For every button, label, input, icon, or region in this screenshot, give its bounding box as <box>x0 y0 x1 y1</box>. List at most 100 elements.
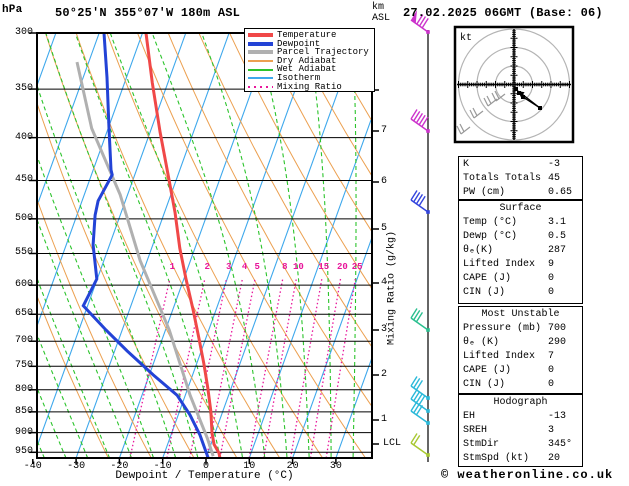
mixing-ratio-value-label: 4 <box>241 262 248 272</box>
legend-dotted-line <box>248 85 273 88</box>
legend-line-sample <box>248 68 273 71</box>
legend-item: Dewpoint <box>248 38 374 49</box>
table-row-label: θₑ (K) <box>463 337 500 348</box>
table-row-label: CAPE (J) <box>463 273 512 284</box>
table-row-label: Lifted Index <box>463 351 536 362</box>
mixing-ratio-value-label: 2 <box>204 262 210 272</box>
table-row: CAPE (J) 0 <box>459 272 582 286</box>
pressure-tick-label: 700 <box>14 335 33 347</box>
stats-table-hodograph-stats: Hodograph EH -13 SREH 3 StmDir 345° StmSpd (kt)… <box>458 394 583 467</box>
table-row: θₑ (K) 290 <box>459 336 582 350</box>
pressure-tick-label: 600 <box>14 279 33 291</box>
table-section-header: Surface <box>499 203 542 214</box>
mixing-ratio-value-label: 8 <box>282 262 288 272</box>
mixing-ratio-value-label: 5 <box>254 262 260 272</box>
table-row-value: 0 <box>548 273 555 284</box>
wind-barb <box>410 433 430 457</box>
table-row-label: CIN (J) <box>463 379 506 390</box>
table-row: CAPE (J) 0 <box>459 364 582 378</box>
datetime-header: 27.02.2025 06GMT (Base: 06) <box>403 6 603 20</box>
legend-item-label: Dewpoint <box>277 38 321 49</box>
wind-barb <box>410 10 430 34</box>
km-tick-label: 1 <box>381 414 388 425</box>
table-row: Totals Totals 45 <box>459 172 582 186</box>
mixing-ratio-value-label: 1 <box>169 262 175 272</box>
pressure-tick-label: 800 <box>14 383 33 395</box>
table-row-value: 3 <box>548 425 555 436</box>
legend-item-label: Dry Adiabat <box>277 55 337 66</box>
stats-table-indices: K -3 Totals Totals 45 PW (cm) 0.65 <box>458 156 583 200</box>
table-row-label: CAPE (J) <box>463 365 512 376</box>
mixing-ratio-value-label: 20 <box>337 262 348 272</box>
parcel-trajectory-curve <box>75 61 215 457</box>
table-row-label: StmDir <box>463 439 500 450</box>
stats-table-surface: Surface Temp (°C) 3.1 Dewp (°C) 0.5 θₑ(K) 287 L… <box>458 200 583 304</box>
table-row-label: StmSpd (kt) <box>463 453 530 464</box>
temp-tick-label: 20 <box>286 461 299 472</box>
lcl-label: LCL <box>383 438 402 449</box>
km-tick-label: 4 <box>381 277 388 288</box>
temperature-axis-label: Dewpoint / Temperature (°C) <box>115 470 294 482</box>
table-row-value: 0 <box>548 287 555 298</box>
temp-tick-label: 10 <box>243 461 256 472</box>
temp-tick-label: -20 <box>110 461 129 472</box>
pressure-tick-label: 500 <box>14 212 33 224</box>
hodograph-gray-barb <box>456 123 471 135</box>
legend-item: Parcel Trajectory <box>248 48 374 57</box>
copyright-footer: © weatheronline.co.uk <box>441 468 614 482</box>
table-row-label: K <box>463 159 470 170</box>
table-row: K -3 <box>459 158 582 172</box>
table-row: Dewp (°C) 0.5 <box>459 230 582 244</box>
stats-table-most-unstable: Most Unstable Pressure (mb) 700 θₑ (K) 290 Li… <box>458 306 583 394</box>
legend-item: Mixing Ratio <box>248 81 374 92</box>
table-row: Lifted Index 9 <box>459 258 582 272</box>
table-row-value: 0.5 <box>548 231 567 242</box>
table-row-label: EH <box>463 411 476 422</box>
wet-adiabats <box>37 33 357 458</box>
temp-tick-label: 30 <box>329 461 342 472</box>
table-row-value: 20 <box>548 453 561 464</box>
pressure-gridlines <box>37 88 372 453</box>
table-row-label: Dewp (°C) <box>463 231 518 242</box>
table-row-label: Temp (°C) <box>463 217 518 228</box>
pressure-unit-label: hPa <box>2 4 23 16</box>
legend-line-sample <box>248 77 273 80</box>
legend-item-label: Isotherm <box>277 72 321 83</box>
table-section-header: Most Unstable <box>481 309 560 320</box>
temp-tick-label: -30 <box>67 461 86 472</box>
table-row: EH -13 <box>459 410 582 424</box>
km-tick-label: 7 <box>381 125 388 136</box>
table-row: Lifted Index 7 <box>459 350 582 364</box>
hodograph-gray-barb <box>491 90 506 102</box>
pressure-tick-label: 850 <box>14 405 33 417</box>
table-row-value: 700 <box>548 323 567 334</box>
dewpoint-curve <box>81 33 210 458</box>
station-header: 50°25'N 355°07'W 180m ASL <box>55 6 241 20</box>
wind-barb <box>410 401 430 425</box>
pressure-tick-label: 950 <box>14 446 33 458</box>
legend-item: Temperature <box>248 31 374 40</box>
legend-item: Dry Adiabat <box>248 55 374 66</box>
table-row: CIN (J) 0 <box>459 378 582 392</box>
table-row-label: Pressure (mb) <box>463 323 542 334</box>
table-row-value: 0 <box>548 379 555 390</box>
pressure-tick-label: 450 <box>14 174 33 186</box>
temp-tick-label: -40 <box>23 461 42 472</box>
table-row-value: 7 <box>548 351 555 362</box>
altitude-unit-label: km ASL <box>372 2 391 24</box>
table-row-value: -3 <box>548 159 561 170</box>
km-tick-label: 2 <box>381 369 388 380</box>
legend-item-label: Wet Adiabat <box>277 64 337 75</box>
table-row-label: Lifted Index <box>463 259 536 270</box>
pressure-tick-label: 750 <box>14 360 33 372</box>
table-row: Temp (°C) 3.1 <box>459 216 582 230</box>
mixing-ratio-value-label: 10 <box>292 262 304 272</box>
km-tick-label: 3 <box>381 324 388 335</box>
hodograph-unit-label: kt <box>460 32 472 44</box>
pressure-tick-label: 300 <box>14 27 33 38</box>
table-row: SREH 3 <box>459 424 582 438</box>
temp-tick-label: 0 <box>202 461 209 472</box>
legend-item-label: Mixing Ratio <box>277 81 342 92</box>
grid-lines <box>37 33 372 458</box>
table-row: StmDir 345° <box>459 438 582 452</box>
